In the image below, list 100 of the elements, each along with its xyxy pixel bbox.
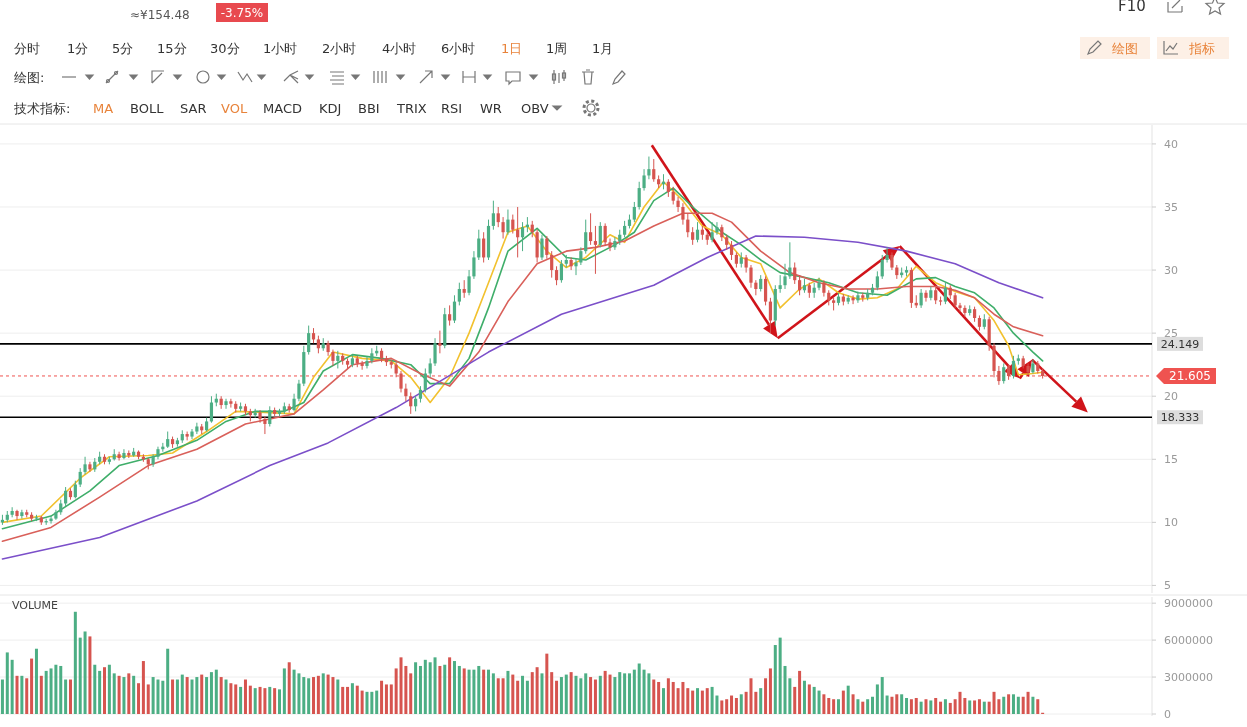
bar bbox=[681, 681, 685, 714]
bar bbox=[569, 672, 573, 714]
bar bbox=[68, 679, 72, 714]
bar bbox=[214, 669, 218, 714]
bar bbox=[589, 677, 593, 714]
candlestick bbox=[545, 235, 549, 260]
bar bbox=[365, 691, 369, 714]
candlestick bbox=[428, 357, 432, 378]
bar bbox=[346, 686, 350, 714]
bar bbox=[511, 674, 515, 714]
bar bbox=[375, 690, 379, 714]
bar bbox=[759, 688, 763, 714]
bar bbox=[341, 686, 345, 714]
text: 2小时 bbox=[322, 40, 357, 56]
candlestick bbox=[433, 337, 437, 367]
bar bbox=[496, 678, 500, 714]
candlestick bbox=[695, 221, 700, 243]
text: 4小时 bbox=[382, 40, 417, 56]
text: 指标 bbox=[1188, 40, 1215, 56]
candlestick bbox=[491, 200, 495, 231]
y-tick-label: 3000000 bbox=[1164, 670, 1213, 684]
bar bbox=[273, 688, 277, 714]
candlestick bbox=[297, 379, 301, 402]
bar bbox=[730, 695, 734, 714]
candlestick bbox=[20, 509, 24, 520]
bar bbox=[501, 678, 505, 714]
text: RSI bbox=[441, 100, 463, 116]
bar bbox=[467, 669, 471, 714]
bar bbox=[871, 696, 875, 714]
bar bbox=[725, 699, 729, 714]
candlestick bbox=[472, 250, 476, 280]
bar bbox=[360, 690, 364, 714]
bar bbox=[312, 677, 316, 714]
bar bbox=[263, 688, 267, 714]
text: BBI bbox=[358, 100, 380, 116]
bar bbox=[661, 688, 665, 714]
bar bbox=[209, 672, 213, 714]
y-tick-label: 15 bbox=[1164, 453, 1178, 467]
bar bbox=[302, 677, 306, 714]
bar bbox=[282, 668, 286, 714]
y-tick-label: 40 bbox=[1164, 137, 1178, 151]
text: WR bbox=[480, 100, 502, 116]
candlestick bbox=[360, 360, 364, 371]
candlestick bbox=[554, 265, 559, 286]
bar bbox=[968, 700, 972, 714]
bar bbox=[384, 684, 388, 714]
candlestick bbox=[997, 365, 1001, 386]
bar bbox=[739, 694, 743, 714]
bar bbox=[535, 667, 539, 714]
bar bbox=[472, 669, 476, 714]
candlestick bbox=[496, 206, 500, 228]
bar bbox=[764, 678, 768, 714]
bar bbox=[103, 667, 107, 714]
candlestick bbox=[78, 467, 82, 488]
bar bbox=[64, 679, 68, 714]
candlestick bbox=[1026, 362, 1030, 376]
bar bbox=[929, 700, 933, 714]
text: 绘图: bbox=[14, 69, 45, 85]
bar bbox=[239, 686, 243, 714]
candlestick bbox=[885, 246, 889, 263]
bar bbox=[1031, 696, 1035, 714]
bar bbox=[506, 670, 510, 714]
text: 1周 bbox=[546, 40, 568, 56]
bar bbox=[866, 699, 870, 714]
bar bbox=[827, 697, 831, 714]
bar bbox=[219, 677, 223, 714]
bar bbox=[380, 680, 384, 714]
bar bbox=[900, 694, 904, 714]
bar bbox=[350, 683, 354, 714]
bar bbox=[59, 665, 63, 714]
text: 5分 bbox=[112, 40, 134, 56]
text: F10 bbox=[1118, 0, 1146, 16]
bar bbox=[836, 699, 840, 714]
bar bbox=[700, 690, 704, 714]
bar bbox=[973, 700, 977, 714]
text: 15分 bbox=[157, 40, 187, 56]
bar bbox=[331, 677, 335, 714]
bar bbox=[613, 677, 617, 714]
bar bbox=[686, 688, 690, 714]
candlestick bbox=[409, 391, 413, 415]
bar bbox=[307, 678, 311, 714]
bar bbox=[623, 673, 627, 714]
bar bbox=[798, 670, 802, 714]
bar bbox=[943, 699, 947, 714]
bar bbox=[696, 688, 700, 714]
candlestick bbox=[569, 256, 573, 271]
bar bbox=[122, 677, 126, 714]
candlestick bbox=[185, 431, 189, 441]
bar bbox=[44, 670, 48, 714]
bar bbox=[88, 636, 92, 714]
bar bbox=[598, 675, 602, 714]
chart-title: VOLUME bbox=[12, 599, 59, 612]
candlestick bbox=[958, 302, 962, 313]
bar bbox=[754, 691, 758, 714]
bar bbox=[5, 652, 9, 714]
bar bbox=[909, 699, 913, 714]
bar bbox=[258, 686, 262, 714]
candlestick bbox=[632, 201, 636, 223]
bar bbox=[1011, 694, 1015, 714]
bar bbox=[156, 679, 160, 714]
